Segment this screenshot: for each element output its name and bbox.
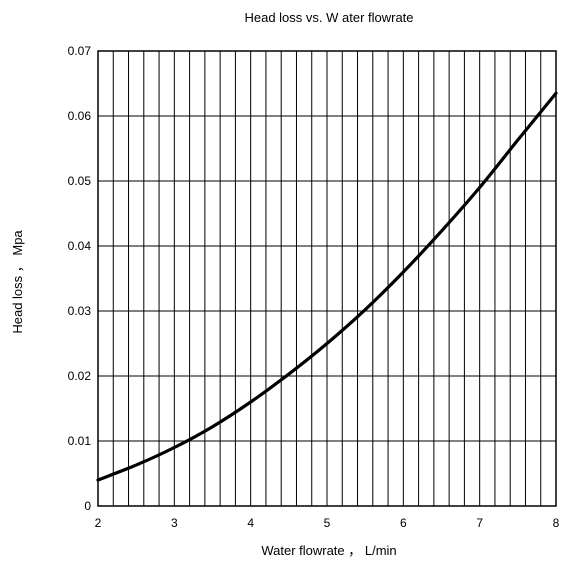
y-tick-label: 0.06 [68, 109, 92, 123]
y-tick-label: 0.01 [68, 434, 92, 448]
x-tick-label: 3 [171, 516, 178, 530]
x-tick-label: 8 [553, 516, 560, 530]
x-axis-title: Water flowrate ， L/min [261, 543, 396, 558]
y-axis-title: Head loss ， Mpa [10, 230, 25, 334]
x-tick-label: 7 [476, 516, 483, 530]
y-tick-label: 0.04 [68, 239, 92, 253]
x-tick-label: 4 [247, 516, 254, 530]
x-tick-label: 2 [95, 516, 102, 530]
series-line [96, 91, 558, 482]
x-tick-label: 5 [324, 516, 331, 530]
series-group [96, 91, 558, 482]
x-tick-labels: 2 3 4 5 6 7 8 [95, 516, 560, 530]
y-tick-label: 0 [84, 499, 91, 513]
plot-frame [97, 50, 557, 507]
y-tick-label: 0.02 [68, 369, 92, 383]
x-tick-label: 6 [400, 516, 407, 530]
y-tick-label: 0.05 [68, 174, 92, 188]
chart-title: Head loss vs. W ater flowrate [244, 10, 413, 25]
y-tick-labels: 0 0.01 0.02 0.03 0.04 0.05 0.06 0.07 [68, 44, 92, 513]
y-tick-label: 0.07 [68, 44, 92, 58]
y-tick-label: 0.03 [68, 304, 92, 318]
grid [98, 51, 556, 506]
